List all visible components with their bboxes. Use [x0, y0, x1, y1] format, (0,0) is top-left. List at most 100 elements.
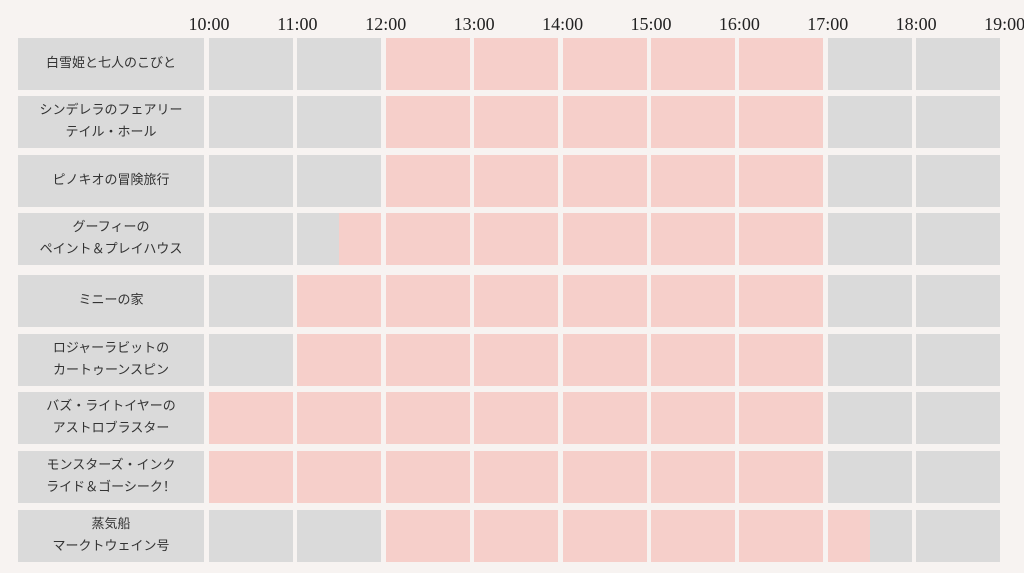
open-period-bar [385, 334, 470, 386]
open-period-bar [651, 451, 735, 503]
hour-cell [385, 155, 470, 207]
hour-cell [739, 275, 824, 327]
hour-cell [739, 96, 824, 148]
open-period-bar [562, 334, 647, 386]
hour-cell [297, 334, 382, 386]
attraction-label: グーフィーの ペイント＆プレイハウス [18, 213, 204, 265]
hour-cell [209, 451, 293, 503]
hour-cell [916, 38, 1001, 90]
hour-cell [916, 213, 1001, 265]
open-period-bar [739, 334, 824, 386]
open-period-bar [474, 451, 559, 503]
attraction-label: シンデレラのフェアリー テイル・ホール [18, 96, 204, 148]
open-period-bar [739, 213, 824, 265]
hour-cell [209, 213, 293, 265]
hour-cell [739, 213, 824, 265]
open-period-bar [562, 213, 647, 265]
hour-cell [651, 334, 735, 386]
hour-cell [474, 275, 559, 327]
hour-cell [562, 275, 647, 327]
open-period-bar [651, 392, 735, 444]
open-period-bar [739, 38, 824, 90]
hour-cell [297, 155, 382, 207]
hour-cell [474, 213, 559, 265]
open-period-bar [474, 155, 559, 207]
open-period-bar [385, 451, 470, 503]
open-period-bar [474, 38, 559, 90]
open-period-bar [562, 392, 647, 444]
hour-cell [209, 155, 293, 207]
hour-cell [385, 451, 470, 503]
hour-cell [739, 451, 824, 503]
hour-cell [651, 451, 735, 503]
hour-cell [474, 96, 559, 148]
hour-cell [562, 334, 647, 386]
hour-cell [297, 510, 382, 562]
hour-cell [385, 334, 470, 386]
hour-cell [209, 510, 293, 562]
hour-cell [651, 38, 735, 90]
open-period-bar [385, 213, 470, 265]
hour-cell [297, 392, 382, 444]
hour-cell [651, 510, 735, 562]
open-period-bar [297, 392, 382, 444]
open-period-bar [209, 451, 293, 503]
open-period-bar [739, 510, 824, 562]
hour-cell [562, 38, 647, 90]
hour-cell [827, 334, 912, 386]
open-period-bar [474, 392, 559, 444]
hour-cell [385, 38, 470, 90]
open-period-bar [385, 510, 470, 562]
hour-cell [474, 451, 559, 503]
hour-cell [739, 155, 824, 207]
open-period-bar [739, 96, 824, 148]
open-period-bar [474, 213, 559, 265]
hour-cell [739, 334, 824, 386]
hour-cell [562, 451, 647, 503]
hour-label: 11:00 [277, 14, 318, 34]
hour-cell [916, 392, 1001, 444]
open-period-bar [339, 213, 382, 265]
open-period-bar [385, 155, 470, 207]
hour-cell [916, 275, 1001, 327]
hour-cell [209, 392, 293, 444]
hour-cell [297, 451, 382, 503]
attraction-label: モンスターズ・インク ライド＆ゴーシーク！ [18, 451, 204, 503]
hour-cell [385, 96, 470, 148]
hour-cell [827, 510, 912, 562]
hour-label: 18:00 [895, 14, 937, 34]
attraction-label: ロジャーラビットの カートゥーンスピン [18, 334, 204, 386]
hour-label: 16:00 [718, 14, 760, 34]
attraction-label: ピノキオの冒険旅行 [18, 155, 204, 207]
hour-cell [739, 510, 824, 562]
open-period-bar [651, 213, 735, 265]
hour-cell [385, 275, 470, 327]
open-period-bar [562, 96, 647, 148]
hour-cell [474, 392, 559, 444]
hour-cell [916, 96, 1001, 148]
hour-cell [827, 155, 912, 207]
open-period-bar [739, 275, 824, 327]
hour-cell [651, 392, 735, 444]
open-period-bar [297, 334, 382, 386]
open-period-bar [651, 334, 735, 386]
hour-label: 17:00 [807, 14, 849, 34]
hour-label: 12:00 [365, 14, 407, 34]
attraction-label: 白雪姫と七人のこびと [18, 38, 204, 90]
hour-cell [827, 451, 912, 503]
hour-cell [209, 38, 293, 90]
hour-cell [916, 334, 1001, 386]
hour-cell [916, 510, 1001, 562]
hour-cell [916, 155, 1001, 207]
hour-cell [739, 38, 824, 90]
open-period-bar [827, 510, 870, 562]
hour-label: 14:00 [542, 14, 584, 34]
open-period-bar [209, 392, 293, 444]
hour-cell [297, 96, 382, 148]
open-period-bar [562, 275, 647, 327]
hour-cell [827, 392, 912, 444]
open-period-bar [385, 38, 470, 90]
open-period-bar [385, 392, 470, 444]
hour-cell [474, 38, 559, 90]
